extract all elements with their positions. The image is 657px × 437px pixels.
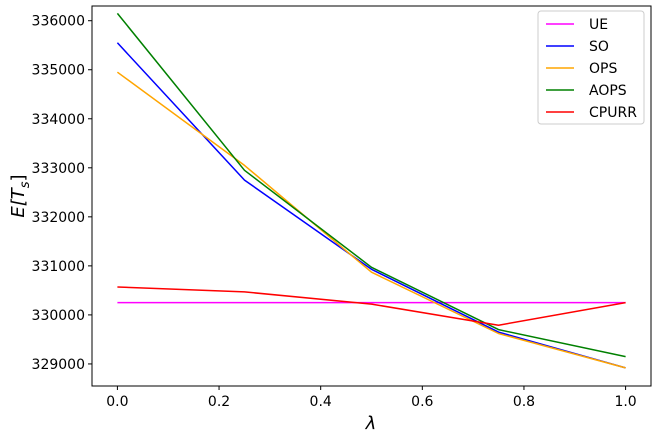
y-tick-label: 331000 (32, 259, 85, 275)
x-tick-label: 0.8 (513, 394, 535, 410)
legend-label-ue: UE (589, 17, 608, 33)
x-axis-label: λ (365, 413, 377, 434)
y-tick-label: 333000 (32, 161, 85, 177)
x-tick-label: 0.0 (106, 394, 128, 410)
y-axis-label: E[Ts] (8, 174, 33, 217)
y-axis-label-close: ] (8, 174, 29, 181)
legend-label-aops: AOPS (589, 83, 627, 99)
y-axis-label-subscript: s (18, 181, 33, 188)
x-tick-label: 0.6 (411, 394, 433, 410)
series-line-aops (116, 12, 626, 358)
legend-label-cpurr: CPURR (589, 105, 637, 121)
legend-label-so: SO (589, 39, 609, 55)
y-tick-label: 335000 (32, 63, 85, 79)
y-axis-label-base: E[T (8, 186, 29, 217)
series-line-cpurr (117, 286, 626, 326)
y-tick-label: 332000 (32, 210, 85, 226)
legend: UE SO OPS AOPS CPURR (537, 10, 645, 125)
x-tick-label: 1.0 (614, 394, 636, 410)
y-tick-label: 330000 (32, 308, 85, 324)
x-tick-label: 0.4 (310, 394, 332, 410)
legend-label-ops: OPS (589, 61, 617, 77)
y-tick-label: 334000 (32, 112, 85, 128)
x-tick-label: 0.2 (208, 394, 230, 410)
plot-frame (91, 5, 652, 387)
y-tick-label: 329000 (32, 357, 85, 373)
series-layer (116, 12, 626, 369)
y-axis-ticks: 329000 330000 331000 332000 333000 334000 3350… (32, 14, 92, 373)
x-axis-ticks: 0.0 0.2 0.4 0.6 0.8 1.0 (106, 386, 637, 410)
y-tick-label: 336000 (32, 14, 85, 30)
series-line-ops (116, 71, 626, 369)
legend-box (537, 10, 645, 125)
